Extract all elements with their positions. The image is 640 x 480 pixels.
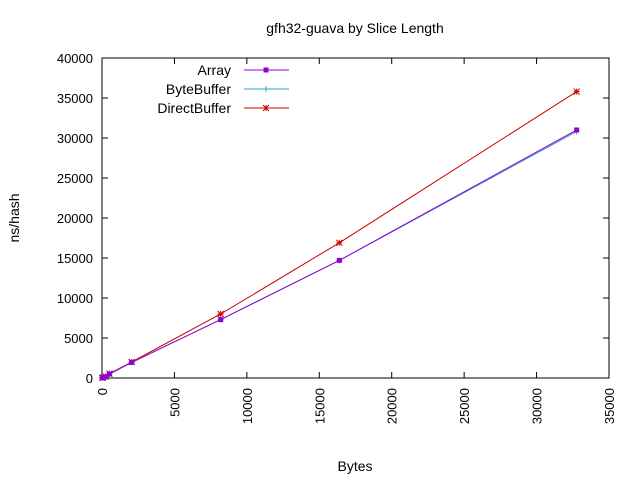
legend-item-array: Array [198, 62, 289, 78]
data-point [129, 359, 135, 365]
legend-marker [263, 86, 269, 92]
y-tick-label: 10000 [57, 291, 93, 306]
x-tick-label: 5000 [167, 388, 182, 417]
x-axis-label: Bytes [337, 458, 372, 474]
legend: Array ByteBuffer DirectBuffer [157, 62, 289, 116]
series-array [99, 127, 580, 381]
data-point [573, 88, 581, 95]
series-line [102, 129, 577, 379]
legend-label: Array [198, 62, 231, 78]
data-point [217, 310, 225, 318]
data-point [100, 375, 106, 381]
data-point [106, 371, 112, 377]
y-tick-label: 35000 [57, 91, 93, 106]
chart-title: gfh32-guava by Slice Length [266, 20, 443, 36]
legend-item-bytebuffer: ByteBuffer [166, 81, 289, 97]
y-axis-label: ns/hash [6, 193, 22, 242]
legend-label: DirectBuffer [157, 100, 231, 116]
y-tick-label: 20000 [57, 211, 93, 226]
x-tick-label: 15000 [312, 388, 327, 424]
data-point [574, 127, 580, 133]
legend-marker [263, 67, 269, 73]
data-point [335, 239, 343, 247]
y-tick-label: 30000 [57, 131, 93, 146]
x-tick-label: 0 [95, 388, 110, 395]
x-tick-label: 10000 [240, 388, 255, 424]
y-tick-label: 5000 [64, 331, 93, 346]
series-line [102, 91, 577, 379]
axis-ticks: 0 5000 10000 15000 20000 25000 30000 35000 40000… [57, 51, 617, 424]
x-tick-label: 20000 [385, 388, 400, 424]
legend-item-directbuffer: DirectBuffer [157, 100, 289, 116]
x-tick-label: 30000 [530, 388, 545, 424]
y-tick-label: 40000 [57, 51, 93, 66]
data-point [336, 257, 342, 263]
data-point [218, 317, 224, 323]
series-directbuffer [98, 88, 581, 382]
data-point [103, 374, 109, 380]
series-layer [98, 88, 581, 382]
y-tick-label: 25000 [57, 171, 93, 186]
series-line [102, 131, 577, 379]
legend-marker [262, 104, 270, 112]
y-tick-label: 0 [86, 371, 93, 386]
x-tick-label: 25000 [457, 388, 472, 424]
legend-label: ByteBuffer [166, 81, 231, 97]
x-tick-label: 35000 [602, 388, 617, 424]
y-tick-label: 15000 [57, 251, 93, 266]
